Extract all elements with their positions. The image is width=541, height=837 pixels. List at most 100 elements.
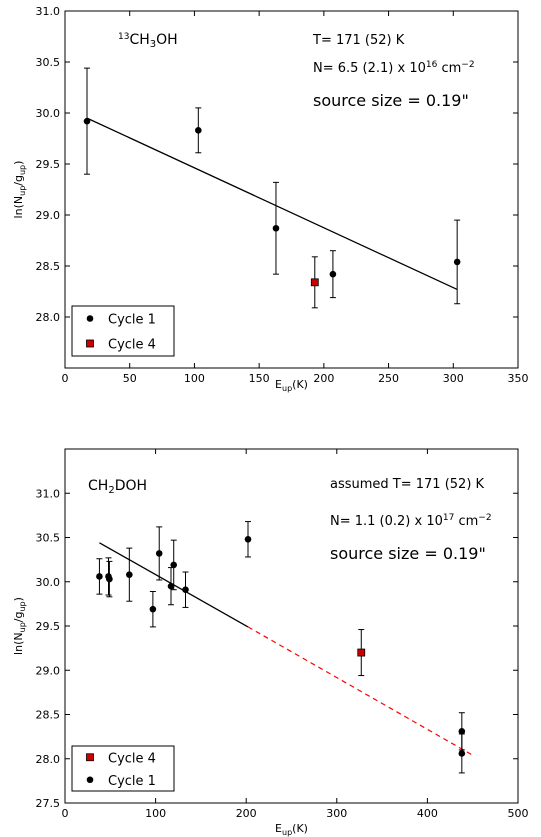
density-text: N= 1.1 (0.2) x 10	[330, 514, 443, 529]
x-tick-label: 100	[184, 372, 205, 385]
y-tick-label: 30.5	[36, 56, 61, 69]
legend-label: Cycle 1	[108, 313, 156, 328]
molecule-part: OH	[156, 32, 178, 48]
y-label-main: ln(N	[12, 196, 25, 219]
y-tick-label: 28.5	[36, 709, 61, 722]
y-tick-label: 30.5	[36, 532, 61, 545]
y-tick-label: 28.5	[36, 260, 61, 273]
legend-label: Cycle 1	[108, 774, 156, 789]
x-label-sub: up	[282, 384, 292, 393]
data-point-circle	[149, 605, 157, 613]
source-size-annotation: source size = 0.19"	[330, 544, 486, 563]
y-tick-label: 28.0	[36, 753, 61, 766]
data-point-circle	[167, 582, 175, 590]
x-tick-label: 150	[249, 372, 270, 385]
y-label-sub: up	[18, 165, 27, 175]
y-axis-label: ln(Nup/gup)	[12, 597, 27, 655]
density-annotation: N= 6.5 (2.1) x 1016 cm−2	[313, 60, 475, 76]
density-annotation: N= 1.1 (0.2) x 1017 cm−2	[330, 513, 492, 529]
legend-label: Cycle 4	[108, 338, 156, 353]
x-tick-label: 500	[508, 807, 529, 820]
y-label-end: )	[12, 597, 25, 601]
density-unit-exponent: −2	[478, 513, 491, 523]
temperature-annotation: assumed T= 171 (52) K	[330, 477, 485, 492]
x-label-rest: (K)	[292, 822, 308, 835]
source-size-annotation: source size = 0.19"	[313, 91, 469, 110]
temperature-annotation: T= 171 (52) K	[312, 33, 405, 48]
density-exponent: 16	[426, 60, 438, 70]
y-tick-label: 28.0	[36, 311, 61, 324]
legend-marker-square	[86, 339, 94, 348]
y-tick-label: 29.0	[36, 209, 61, 222]
data-point-circle	[126, 571, 133, 578]
x-label-main: E	[275, 378, 282, 391]
molecule-label: 13CH3OH	[118, 32, 178, 50]
data-point-circle	[182, 586, 189, 594]
density-unit-exponent: −2	[461, 60, 474, 70]
x-tick-label: 200	[313, 372, 334, 385]
y-tick-label: 29.5	[36, 158, 61, 171]
molecule-subscript: 2	[108, 485, 114, 496]
legend-box	[71, 305, 175, 357]
fit-line-extrapolated	[247, 626, 473, 756]
y-tick-label: 31.0	[36, 5, 61, 18]
x-tick-label: 100	[145, 807, 166, 820]
data-point-circle	[458, 728, 466, 735]
x-tick-label: 350	[508, 372, 529, 385]
data-point-circle	[170, 561, 178, 569]
y-tick-label: 30.0	[36, 107, 61, 120]
molecule-part: DOH	[115, 478, 147, 494]
y-tick-label: 29.5	[36, 620, 61, 633]
density-exponent: 17	[443, 513, 454, 523]
y-tick-label: 29.0	[36, 664, 61, 677]
data-point-circle	[329, 270, 337, 278]
y-label-sub: up	[18, 622, 27, 632]
density-text: N= 6.5 (2.1) x 10	[313, 61, 426, 76]
density-unit: cm	[437, 61, 461, 76]
lower-panel: 0 100 200 300 400 500 27.5 28.0 28.5 29.0 29.5 30.0…	[12, 448, 529, 837]
x-tick-label: 0	[62, 372, 69, 385]
y-label-main: ln(N	[12, 632, 25, 655]
legend-marker-circle	[86, 315, 94, 322]
legend-marker-square	[86, 753, 94, 762]
y-tick-label: 30.0	[36, 576, 61, 589]
y-label-end: )	[12, 161, 25, 165]
isotope-superscript: 13	[118, 32, 129, 42]
y-tick-label: 31.0	[36, 487, 61, 500]
data-point-circle	[155, 550, 163, 557]
data-point-circle	[195, 127, 202, 134]
x-tick-label: 400	[417, 807, 438, 820]
x-axis-label: Eup(K)	[275, 822, 308, 837]
data-point-circle	[272, 224, 280, 232]
x-tick-label: 300	[326, 807, 347, 820]
y-axis-label: ln(Nup/gup)	[12, 161, 27, 219]
legend-label: Cycle 4	[108, 751, 156, 766]
data-point-circle	[83, 117, 91, 125]
data-point-circle	[453, 258, 461, 266]
molecule-part: CH	[129, 32, 149, 48]
legend-marker-circle	[86, 776, 94, 784]
y-label-sub: up	[18, 186, 27, 196]
y-label-mid: /g	[12, 175, 25, 186]
x-axis-label: Eup(K)	[275, 378, 308, 393]
molecule-subscript: 3	[150, 39, 156, 50]
axes-frame	[64, 10, 519, 369]
density-unit: cm	[454, 514, 478, 529]
y-tick-label: 27.5	[36, 797, 61, 810]
upper-panel: 0 50 100 150 200 250 300 350 28.0 28.5 29.0 29.5 30.…	[12, 5, 529, 393]
y-label-sub: up	[18, 601, 27, 611]
molecule-part: CH	[88, 478, 108, 494]
x-label-main: E	[275, 822, 282, 835]
y-label-mid: /g	[12, 612, 25, 623]
data-point-square	[310, 278, 319, 287]
x-tick-label: 200	[236, 807, 257, 820]
x-label-rest: (K)	[292, 378, 308, 391]
x-tick-label: 250	[378, 372, 399, 385]
data-point-square	[357, 648, 366, 657]
data-point-circle	[244, 535, 252, 543]
fit-line	[86, 117, 458, 291]
x-tick-label: 50	[123, 372, 137, 385]
x-tick-label: 300	[443, 372, 464, 385]
molecule-label: CH2DOH	[88, 478, 147, 496]
